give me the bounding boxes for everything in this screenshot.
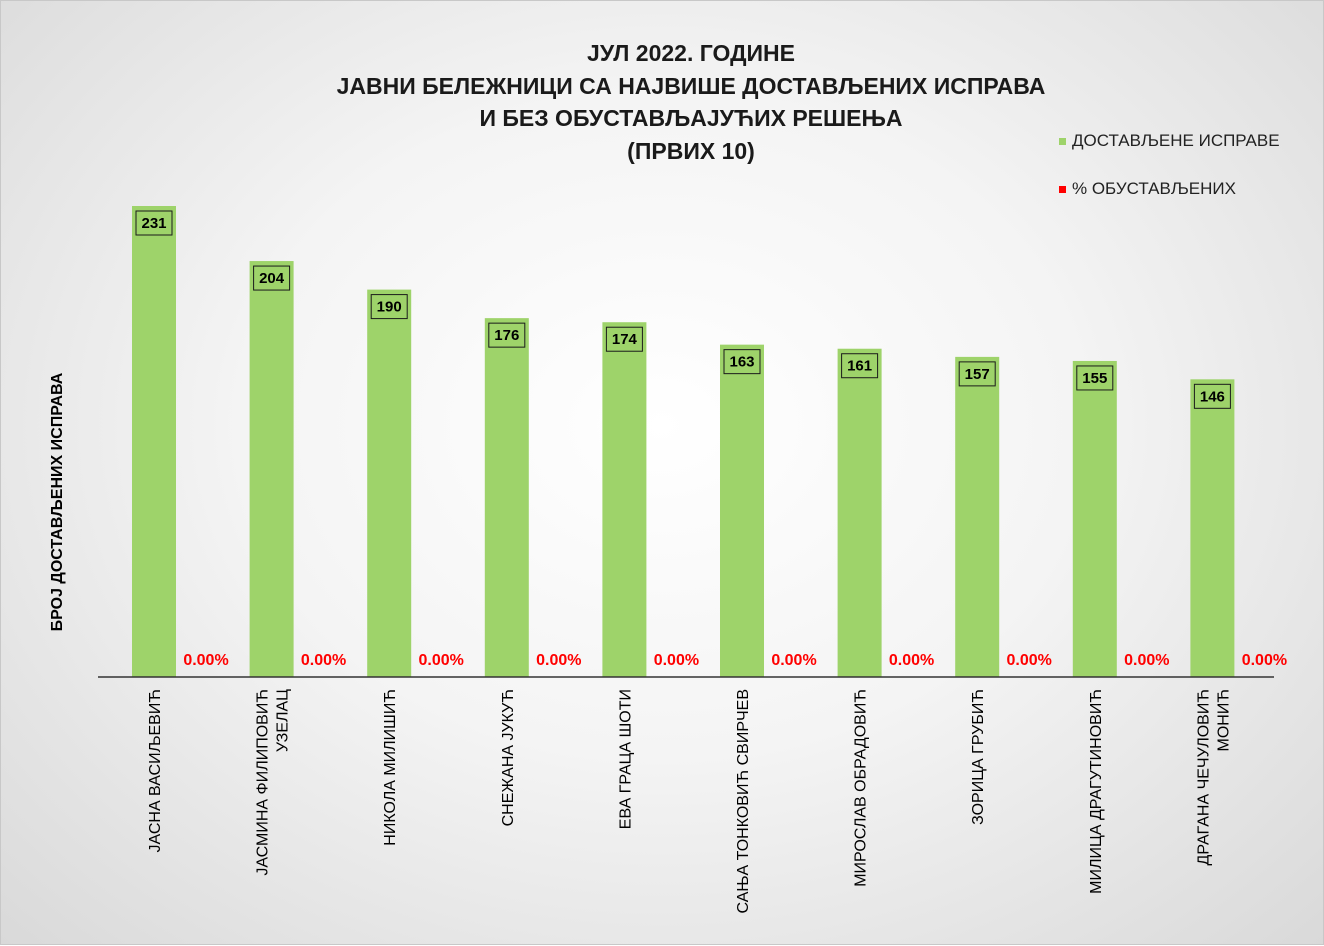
data-label-box [1193,383,1231,409]
bar [720,344,764,677]
x-tick-label-line: ДРАГАНА ЧЕЧУЛОВИЋ [1195,689,1212,865]
x-tick-label: СНЕЖАНА ЈУКУЋ [500,689,517,826]
data-label-box [1076,365,1114,391]
data-label: 157 [965,366,990,383]
x-tick-label-line: УЗЕЛАЦ [275,689,292,752]
x-tick-label-line: НИКОЛА МИЛИШИЋ [382,689,399,846]
data-label: 204 [259,270,285,287]
chart-title-line: ЈУЛ 2022. ГОДИНЕ [587,40,795,66]
data-label-box [253,265,291,291]
bar [132,206,176,677]
legend-item-delivered: ДОСТАВЉЕНЕ ИСПРАВЕ [1059,131,1280,151]
chart-title-line: (ПРВИХ 10) [627,137,755,164]
data-label-box [135,210,173,236]
chart-title: ЈУЛ 2022. ГОДИНЕ ЈАВНИ БЕЛЕЖНИЦИ СА НАЈВ… [291,37,1091,167]
data-label: 155 [1082,370,1107,387]
legend-item-suspended: % ОБУСТАВЉЕНИХ [1059,179,1236,199]
percent-label: 0.00% [889,652,934,669]
x-tick-label: САЊА ТОНКОВИЋ СВИРЧЕВ [735,689,752,913]
data-label-box [370,294,408,320]
bar [367,289,412,677]
x-tick-label-line: ЕВА ГРАЦА ШОТИ [617,689,634,829]
chart-title-line: ЈАВНИ БЕЛЕЖНИЦИ СА НАЈВИШЕ ДОСТАВЉЕНИХ И… [336,72,1046,99]
x-tick-label: ЕВА ГРАЦА ШОТИ [617,689,634,829]
x-tick-label-line: ЗОРИЦА ГРУБИЋ [970,689,987,825]
x-tick-label: НИКОЛА МИЛИШИЋ [382,689,399,846]
x-tick-label: ЈАСМИНА ФИЛИПОВИЋ УЗЕЛАЦ [255,689,292,876]
x-tick-label-line: САЊА ТОНКОВИЋ СВИРЧЕВ [735,689,752,913]
legend-swatch-green [1059,138,1066,146]
x-tick-label: ЗОРИЦА ГРУБИЋ [970,689,987,825]
x-tick-label: ЈАСНА ВАСИЉЕВИЋ [147,689,164,852]
percent-label: 0.00% [1124,652,1169,669]
legend-label: ДОСТАВЉЕНЕ ИСПРАВЕ [1072,131,1280,150]
data-label-box [488,322,526,348]
x-tick-label-line: ЈАСМИНА ФИЛИПОВИЋ [255,689,272,876]
data-label: 231 [141,215,166,232]
data-label: 174 [612,331,638,348]
data-label-box [958,361,996,387]
x-tick-label-line: ЈАСНА ВАСИЉЕВИЋ [147,689,164,852]
data-label: 163 [729,354,754,371]
x-tick-label-line: СНЕЖАНА ЈУКУЋ [500,689,517,826]
percent-label: 0.00% [771,652,816,669]
percent-label: 0.00% [1242,652,1287,669]
data-label-box [723,349,761,375]
data-label-box [841,353,879,379]
percent-label: 0.00% [1007,652,1052,669]
legend-label: % ОБУСТАВЉЕНИХ [1072,179,1236,198]
bar [602,322,647,677]
data-label: 146 [1200,388,1225,405]
percent-label: 0.00% [536,652,581,669]
x-tick-label: ДРАГАНА ЧЕЧУЛОВИЋ МОНИЋ [1195,689,1232,865]
x-tick-label-line: МИРОСЛАВ ОБРАДОВИЋ [853,689,870,887]
legend-swatch-red [1059,186,1066,194]
bar [1072,360,1117,677]
data-label: 176 [494,327,519,344]
bar [484,318,529,677]
x-tick-label-line: МИЛИЦА ДРАГУТИНОВИЋ [1088,689,1105,894]
bar [955,356,1000,677]
percent-label: 0.00% [301,652,346,669]
bar [837,348,882,677]
x-tick-label: МИЛИЦА ДРАГУТИНОВИЋ [1088,689,1105,894]
bar [1190,379,1235,677]
percent-label: 0.00% [419,652,464,669]
percent-label: 0.00% [654,652,699,669]
x-tick-label-line: МОНИЋ [1215,689,1232,752]
x-tick-label: МИРОСЛАВ ОБРАДОВИЋ [853,689,870,887]
data-label: 190 [377,299,402,316]
chart-title-line: И БЕЗ ОБУСТАВЉАЈУЋИХ РЕШЕЊА [479,105,903,131]
percent-label: 0.00% [183,652,228,669]
data-label: 161 [847,358,872,375]
data-label-box [605,326,643,352]
bar [249,261,294,677]
